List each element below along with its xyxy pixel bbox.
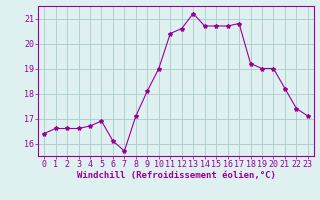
X-axis label: Windchill (Refroidissement éolien,°C): Windchill (Refroidissement éolien,°C) — [76, 171, 276, 180]
